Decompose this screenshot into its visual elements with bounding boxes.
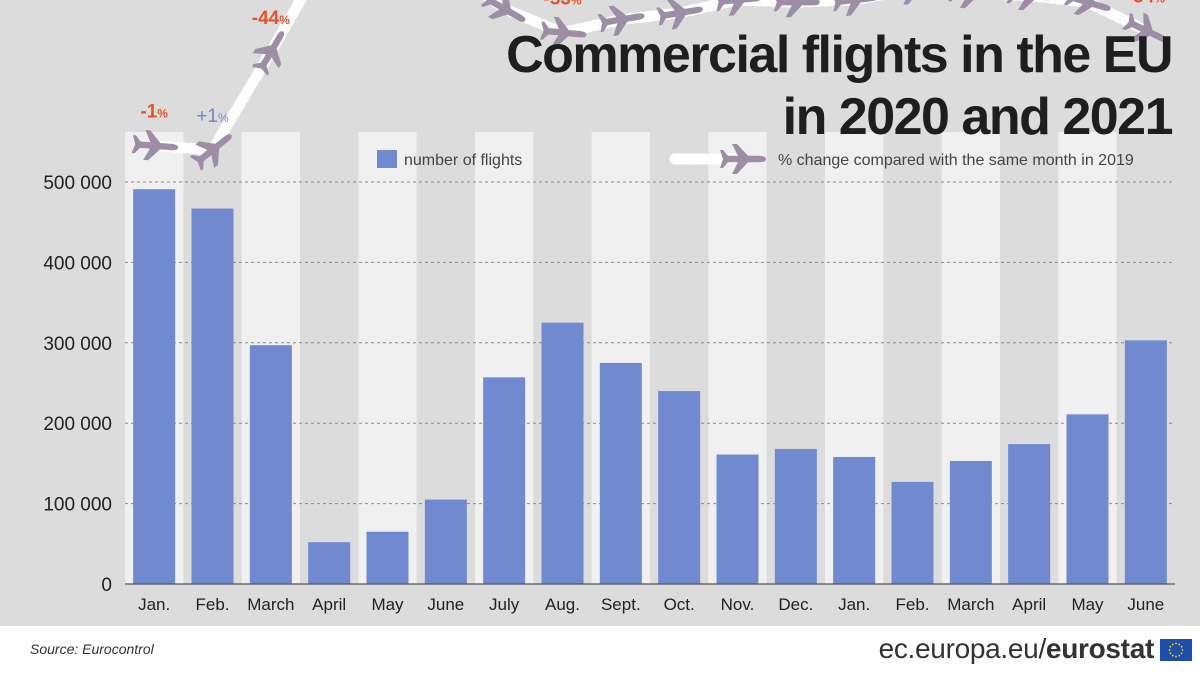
legend-plane-icon [720,144,766,174]
plane-marker [251,31,285,76]
x-tick-label: Sept. [601,595,641,614]
plane-marker [597,5,645,37]
eu-flag-icon [1160,639,1192,661]
change-label: +1% [196,106,229,127]
plane-marker [890,0,937,5]
change-label: -53% [543,0,581,10]
flag-star [1180,645,1183,648]
chart-svg: 0 100 000 200 000 300 000 400 000 500 000 Jan.… [43,0,1175,614]
x-tick-label: Oct. [664,595,695,614]
bar [774,448,817,584]
chart-area: 0 100 000 200 000 300 000 400 000 500 000 Jan.… [0,0,1200,626]
flag-star [1169,645,1172,648]
x-tick-label: Feb. [195,595,229,614]
y-tick-label: 500 000 [43,173,112,194]
bar [424,499,467,584]
plane-marker [773,0,820,18]
flag-star [1178,654,1181,657]
chart-title-line: in 2020 and 2021 [783,88,1173,146]
plane-marker [1063,0,1111,16]
y-tick-label: 0 [101,575,112,596]
x-tick-label: Feb. [895,595,929,614]
bar [191,208,234,585]
change-label: -44% [252,8,290,29]
y-tick-label: 200 000 [43,414,112,435]
plane-marker [189,134,232,171]
legend-bar-label: number of flights [404,152,522,169]
x-tick-label: Aug. [545,595,580,614]
bar [308,542,351,584]
bar [891,481,934,584]
flag-star [1181,649,1184,651]
plane-marker [131,129,179,161]
plane-marker [539,16,587,48]
change-label: -1% [140,102,168,123]
chart-title-line: Commercial flights in the EU [506,26,1172,84]
y-tick-label: 300 000 [43,334,112,355]
source-text: Source: Eurocontrol [30,641,154,657]
bar [1008,444,1051,584]
y-tick-label: 100 000 [43,495,112,516]
bar [949,460,992,584]
x-tick-label: March [947,595,994,614]
flag-star [1175,655,1177,658]
legend-bar-swatch [377,150,397,168]
flag-star [1178,643,1181,646]
change-label: -54% [1127,0,1165,7]
bar [599,362,642,584]
column-band [358,132,417,584]
bar [716,454,759,584]
legend-line-label: % change compared with the same month in… [778,152,1134,169]
plane-marker [948,0,995,9]
flag-star [1171,643,1174,646]
y-tick-label: 400 000 [43,253,112,274]
bar [366,531,409,584]
eurostat-brand[interactable]: ec.europa.eu/eurostat [878,633,1155,665]
bar [1124,340,1167,584]
flag-star [1171,654,1174,657]
bar [483,377,526,584]
x-tick-label: May [1071,595,1104,614]
x-tick-label: April [1012,595,1046,614]
brand-prefix: ec.europa.eu/ [878,633,1047,664]
plane-marker [656,0,703,30]
flag-star [1169,652,1172,655]
x-tick-label: April [312,595,346,614]
flag-star [1168,649,1171,651]
flag-star [1175,642,1177,645]
bar [541,322,584,584]
x-tick-label: Jan. [138,595,170,614]
x-tick-label: March [247,595,294,614]
bar [249,345,292,584]
footer: Source: Eurocontrol ec.europa.eu/eurosta… [0,626,1200,677]
plane-marker [831,0,879,17]
bar [833,456,876,584]
x-tick-label: Nov. [721,595,755,614]
change-trail-line [148,0,1152,156]
x-tick-label: June [427,595,464,614]
x-tick-label: Dec. [778,595,813,614]
x-tick-label: July [489,595,520,614]
flag-star [1180,652,1183,655]
x-tick-label: June [1127,595,1164,614]
bar [658,391,701,584]
brand-name: eurostat [1045,633,1154,664]
bar [133,189,176,584]
plane-marker [1122,12,1168,43]
bar [1066,414,1109,584]
plane-marker [480,0,526,22]
x-tick-label: May [371,595,404,614]
plane-marker [714,0,762,16]
x-tick-label: Jan. [838,595,870,614]
